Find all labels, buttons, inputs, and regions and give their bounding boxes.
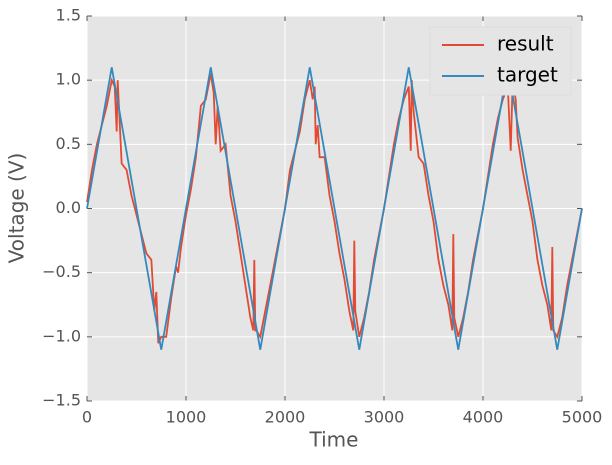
x-tick-label: 3000 [364,408,405,427]
x-tick-label: 4000 [463,408,504,427]
y-tick-label: 0.0 [56,198,81,217]
legend-box [429,26,572,96]
y-tick-label: −1.5 [42,391,81,410]
x-tick-label: 2000 [265,408,306,427]
y-tick-label: −1.0 [42,326,81,345]
legend-label: target [497,63,558,87]
legend-label: result [497,32,554,56]
y-axis-label: Voltage (V) [5,153,29,264]
x-axis-label: Time [309,428,359,452]
x-tick-label: 5000 [562,408,603,427]
y-tick-label: 1.0 [56,70,81,89]
y-tick-label: 1.5 [56,6,81,25]
y-tick-label: 0.5 [56,134,81,153]
y-tick-label: −0.5 [42,262,81,281]
x-tick-label: 1000 [166,408,207,427]
x-tick-label: 0 [82,408,92,427]
data-line [86,67,583,350]
